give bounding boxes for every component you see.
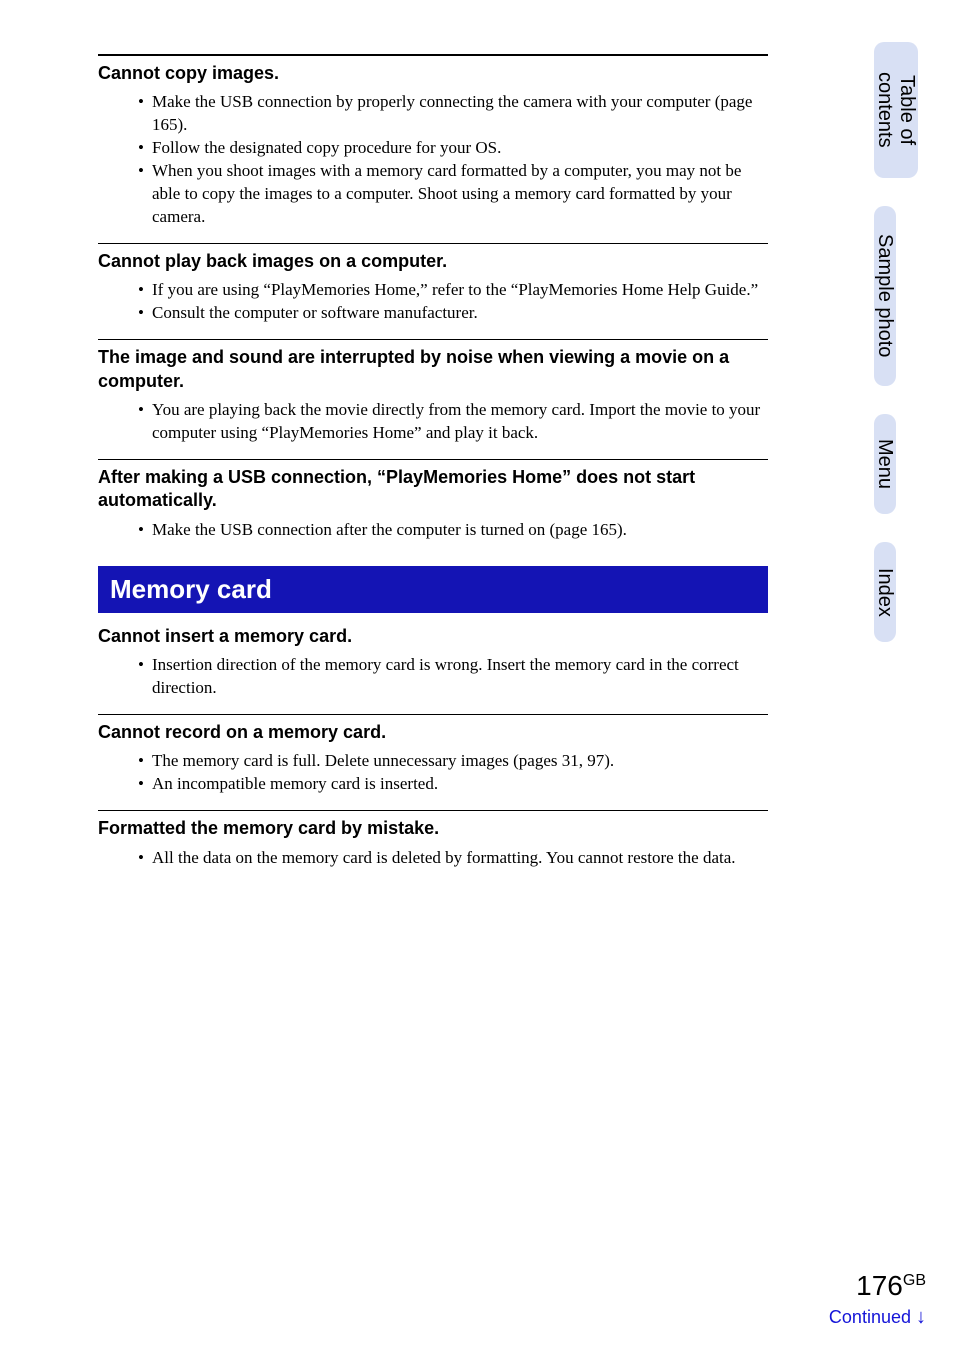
page-number-value: 176 — [856, 1270, 903, 1301]
bullet-list: You are playing back the movie directly … — [98, 399, 768, 445]
issue-heading: The image and sound are interrupted by n… — [98, 346, 768, 393]
bullet-item: Insertion direction of the memory card i… — [138, 654, 768, 700]
bullet-item: You are playing back the movie directly … — [138, 399, 768, 445]
page: Cannot copy images. Make the USB connect… — [0, 0, 954, 1357]
tab-label: Sample photo — [874, 234, 896, 357]
bullet-list: If you are using “PlayMemories Home,” re… — [98, 279, 768, 325]
bullet-list: Insertion direction of the memory card i… — [98, 654, 768, 700]
bullet-item: If you are using “PlayMemories Home,” re… — [138, 279, 768, 302]
issue-heading: Formatted the memory card by mistake. — [98, 817, 768, 840]
down-arrow-icon: ↓ — [916, 1306, 926, 1328]
issue-heading: After making a USB connection, “PlayMemo… — [98, 466, 768, 513]
bullet-item: All the data on the memory card is delet… — [138, 847, 768, 870]
footer: 176GB Continued ↓ — [829, 1270, 926, 1329]
tab-menu[interactable]: Menu — [874, 414, 896, 514]
issue-heading: Cannot record on a memory card. — [98, 721, 768, 744]
bullet-item: Make the USB connection after the comput… — [138, 519, 768, 542]
rule — [98, 714, 768, 715]
tab-sample-photo[interactable]: Sample photo — [874, 206, 896, 386]
issue-heading: Cannot play back images on a computer. — [98, 250, 768, 273]
main-content: Cannot copy images. Make the USB connect… — [98, 54, 768, 870]
bullet-item: An incompatible memory card is inserted. — [138, 773, 768, 796]
section-banner: Memory card — [98, 566, 768, 613]
tab-label: Table of contents — [874, 56, 918, 164]
bullet-item: Consult the computer or software manufac… — [138, 302, 768, 325]
bullet-item: Follow the designated copy procedure for… — [138, 137, 768, 160]
rule — [98, 54, 768, 56]
page-number-suffix: GB — [903, 1272, 926, 1289]
rule — [98, 243, 768, 244]
issue-heading: Cannot insert a memory card. — [98, 625, 768, 648]
tab-index[interactable]: Index — [874, 542, 896, 642]
tab-label: Index — [874, 568, 896, 617]
rule — [98, 339, 768, 340]
tab-table-of-contents[interactable]: Table of contents — [874, 42, 918, 178]
bullet-list: Make the USB connection by properly conn… — [98, 91, 768, 229]
continued-link[interactable]: Continued ↓ — [829, 1306, 926, 1329]
rule — [98, 810, 768, 811]
bullet-item: When you shoot images with a memory card… — [138, 160, 768, 229]
issue-heading: Cannot copy images. — [98, 62, 768, 85]
side-tabs: Table of contents Sample photo Menu Inde… — [874, 42, 926, 670]
rule — [98, 459, 768, 460]
page-number: 176GB — [829, 1270, 926, 1302]
bullet-list: The memory card is full. Delete unnecess… — [98, 750, 768, 796]
bullet-item: The memory card is full. Delete unnecess… — [138, 750, 768, 773]
bullet-list: Make the USB connection after the comput… — [98, 519, 768, 542]
continued-label: Continued — [829, 1307, 916, 1327]
tab-label: Menu — [874, 439, 896, 489]
bullet-item: Make the USB connection by properly conn… — [138, 91, 768, 137]
bullet-list: All the data on the memory card is delet… — [98, 847, 768, 870]
